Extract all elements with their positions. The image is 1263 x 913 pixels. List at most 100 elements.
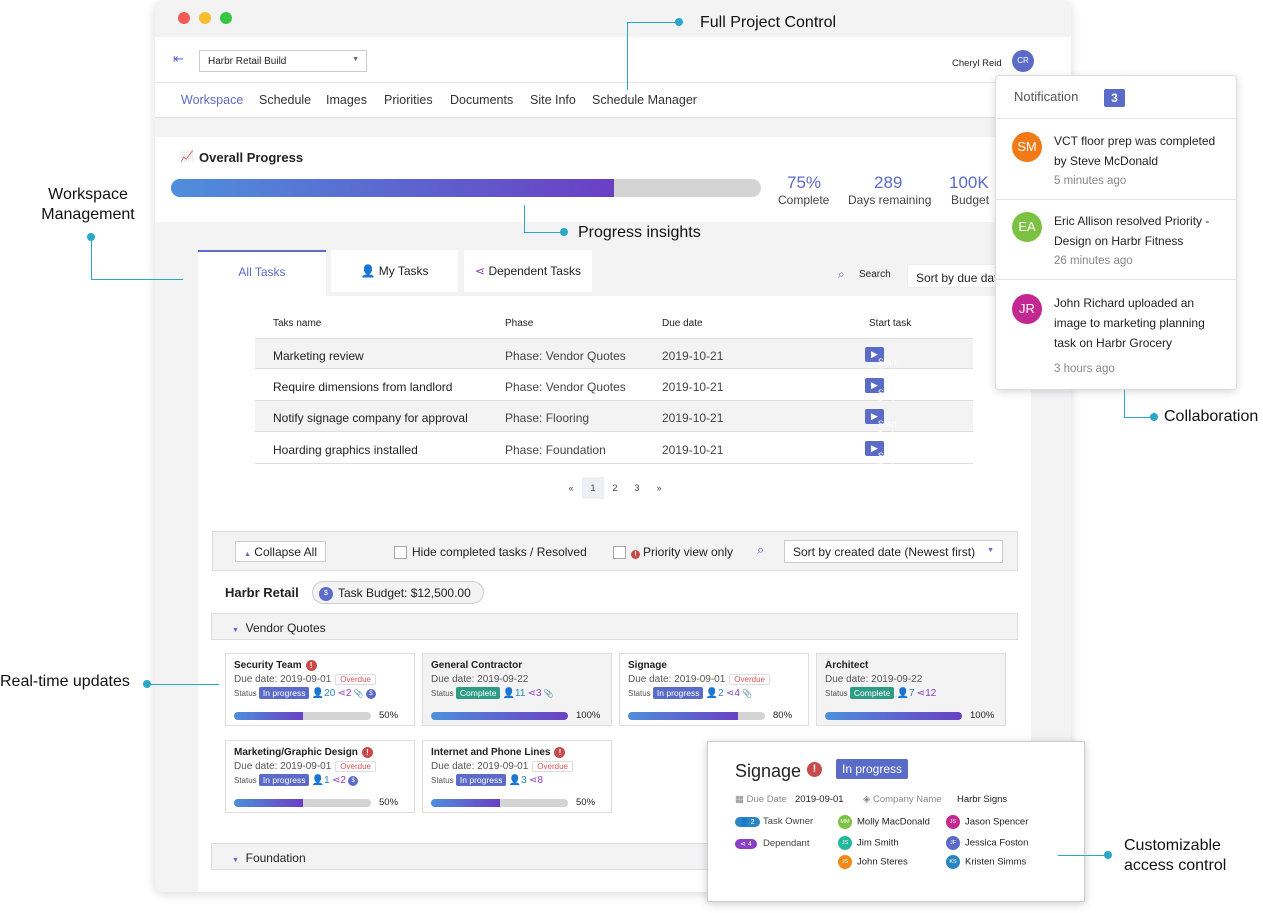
progress-title: Overall Progress [199, 150, 304, 165]
close-window-button[interactable] [178, 12, 190, 24]
start-task-button[interactable]: ▶ Start Task [865, 347, 897, 377]
callout-real-time-updates: Real-time updates [0, 673, 130, 690]
start-task-button[interactable]: ▶ Start Task [865, 409, 897, 439]
task-card[interactable]: Internet and Phone Lines! Due date: 2019… [422, 740, 612, 813]
sort-created-value: Sort by created date (Newest first) [793, 545, 976, 559]
callout-line [91, 279, 183, 280]
sidebar-toggle-icon[interactable]: ⇤ [173, 51, 184, 66]
status-badge: In progress [258, 687, 310, 699]
dependant-badge: ⋖ 4 [735, 839, 757, 849]
task-due: 2019-10-21 [662, 442, 724, 457]
page-4[interactable]: » [656, 483, 662, 493]
start-task-button[interactable]: ▶ Start Task [865, 440, 897, 471]
collapse-all-button[interactable]: ▲ Collapse All [235, 541, 326, 562]
task-due: 2019-10-21 [662, 411, 724, 425]
tab-dependent-tasks[interactable]: ⋖ Dependent Tasks [464, 250, 592, 292]
start-task-button[interactable]: ▶ Start Task [865, 377, 897, 408]
due-label: Due Date [746, 794, 787, 805]
phase-name: Vendor Quotes [245, 621, 326, 635]
task-phase: Phase: Vendor Quotes [505, 379, 626, 394]
person-name: Kristen Simms [965, 856, 1027, 868]
avatar: KS [946, 855, 960, 869]
status-label: Status [431, 689, 454, 698]
tab-documents[interactable]: Documents [450, 93, 514, 107]
checkbox[interactable] [613, 546, 626, 560]
card-due: Due date: 2019-09-22 [431, 674, 529, 685]
task-name[interactable]: Marketing review [273, 349, 364, 363]
notification-item[interactable]: JR John Richard uploaded an image to mar… [996, 280, 1236, 380]
budget-label: Budget [951, 193, 990, 207]
maximize-window-button[interactable] [220, 12, 232, 24]
table-row: Notify signage company for approval Phas… [255, 401, 973, 439]
tab-priorities[interactable]: Priorities [384, 93, 433, 107]
task-name[interactable]: Hoarding graphics installed [273, 442, 418, 457]
page-1[interactable]: 1 [582, 477, 604, 499]
tab-all-tasks[interactable]: All Tasks [198, 250, 326, 296]
task-card[interactable]: Architect Due date: 2019-09-22 Status Co… [816, 653, 1006, 726]
budget-value: 100K [949, 173, 989, 192]
alert-icon: ! [631, 550, 640, 559]
overdue-badge: Overdue [729, 674, 770, 685]
task-phase: Phase: Foundation [505, 442, 606, 457]
tab-images[interactable]: Images [326, 93, 367, 107]
page-0[interactable]: « [568, 483, 574, 493]
card-title: General Contractor [431, 660, 523, 671]
tab-label: Dependent Tasks [488, 264, 581, 278]
task-phase: Phase: Flooring [505, 411, 590, 425]
callout-line [147, 684, 219, 685]
callout-dot [560, 228, 568, 236]
dependents-count: ⋖4 [725, 688, 740, 699]
task-card[interactable]: Marketing/Graphic Design! Due date: 2019… [225, 740, 415, 813]
notification-item[interactable]: SM VCT floor prep was completed by Steve… [996, 118, 1236, 200]
status-badge: In progress [836, 759, 909, 779]
tab-workspace[interactable]: Workspace [181, 93, 244, 107]
attachment-icon: 📎 [742, 689, 753, 698]
minimize-window-button[interactable] [199, 12, 211, 24]
main-nav: Workspace Schedule Images Priorities Doc… [155, 82, 1071, 118]
search-icon[interactable]: ⌕ [838, 267, 845, 281]
caret-down-icon: ▼ [232, 857, 239, 864]
tab-schedule-manager[interactable]: Schedule Manager [592, 93, 697, 107]
avatar: JR [1012, 294, 1042, 324]
hide-completed-checkbox[interactable]: Hide completed tasks / Resolved [394, 545, 587, 560]
card-progress-bar [234, 712, 371, 720]
task-phase: Phase: Vendor Quotes [505, 349, 626, 363]
person-name: Molly MacDonald [857, 816, 930, 828]
dep-label: Dependant [763, 838, 810, 849]
page-3[interactable]: 3 [634, 483, 640, 493]
notification-text: Eric Allison resolved Priority - Design … [1054, 214, 1210, 248]
status-badge: Complete [849, 687, 895, 699]
share-icon: ⋖ [475, 264, 486, 278]
card-percent: 50% [576, 797, 596, 808]
page-2[interactable]: 2 [612, 483, 618, 493]
task-card[interactable]: Signage Due date: 2019-09-01 Overdue Stat… [619, 653, 809, 726]
priority-view-checkbox[interactable]: ! Priority view only [613, 545, 734, 560]
owners-count: 👤2 [705, 688, 724, 699]
sort-created-select[interactable]: Sort by created date (Newest first) ▼ [784, 540, 1003, 563]
status-label: Status [234, 689, 257, 698]
search-icon[interactable]: ⌕ [757, 542, 765, 557]
card-due: Due date: 2019-09-01 [234, 761, 332, 772]
card-title: Internet and Phone Lines [431, 747, 551, 758]
tab-my-tasks[interactable]: 👤 My Tasks [331, 250, 458, 292]
search-label[interactable]: Search [859, 269, 891, 280]
checkbox-label: Priority view only [643, 545, 734, 559]
due-value: 2019-09-01 [795, 794, 844, 805]
phase-vendor-quotes[interactable]: ▼ Vendor Quotes [211, 613, 1018, 640]
tab-site-info[interactable]: Site Info [530, 93, 576, 107]
notification-item[interactable]: EA Eric Allison resolved Priority - Desi… [996, 198, 1236, 280]
checkbox[interactable] [394, 546, 407, 560]
task-card[interactable]: Security Team! Due date: 2019-09-01 Overd… [225, 653, 415, 726]
alert-icon: ! [807, 762, 822, 777]
dollar-icon: $ [319, 586, 333, 601]
task-name[interactable]: Notify signage company for approval [273, 411, 468, 425]
start-task-label: Start Task [877, 450, 897, 471]
project-select[interactable]: Harbr Retail Build ▼ [199, 50, 367, 72]
avatar[interactable]: CR [1012, 50, 1034, 72]
task-card[interactable]: General Contractor Due date: 2019-09-22 … [422, 653, 612, 726]
dollar-icon: $ [348, 775, 359, 786]
col-header: Phase [505, 318, 534, 329]
tab-schedule[interactable]: Schedule [259, 93, 312, 107]
task-name[interactable]: Require dimensions from landlord [273, 379, 453, 394]
dep-count: 4 [747, 841, 752, 848]
